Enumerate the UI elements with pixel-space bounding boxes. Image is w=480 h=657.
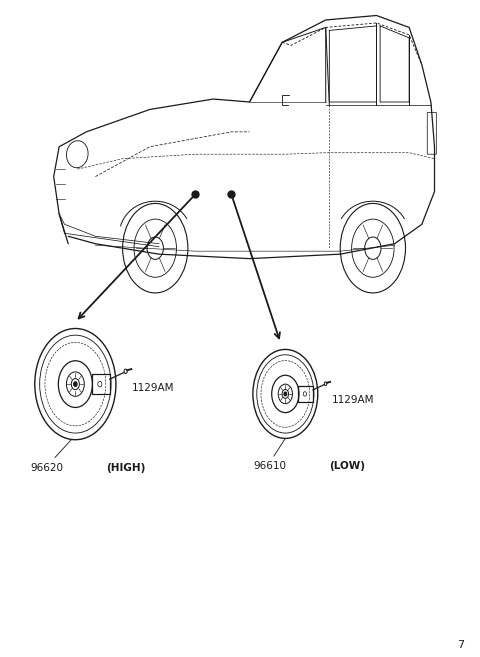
Bar	[92, 374, 110, 394]
Circle shape	[74, 382, 77, 386]
Bar	[298, 386, 313, 402]
Text: (LOW): (LOW)	[329, 461, 365, 471]
Text: 7: 7	[457, 641, 464, 650]
Text: 1129AM: 1129AM	[332, 396, 374, 405]
Circle shape	[282, 390, 288, 398]
Text: (HIGH): (HIGH)	[107, 463, 146, 472]
Text: 96620: 96620	[30, 463, 63, 472]
Text: 1129AM: 1129AM	[132, 383, 175, 393]
Circle shape	[284, 392, 287, 396]
Circle shape	[72, 378, 79, 390]
Text: 96610: 96610	[253, 461, 286, 471]
